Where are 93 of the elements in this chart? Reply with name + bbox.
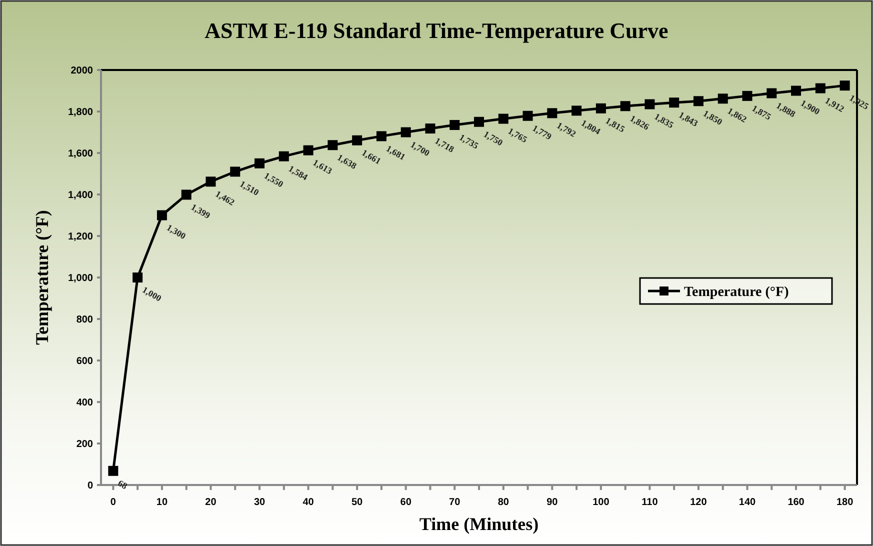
point — [572, 106, 582, 116]
x-tick-label: 0 — [110, 497, 116, 508]
point — [547, 108, 558, 118]
data-label: 1,584 — [286, 163, 310, 182]
point — [156, 210, 167, 220]
data-label: 1,700 — [408, 139, 432, 158]
point — [376, 131, 386, 142]
y-tick-label: 800 — [76, 314, 94, 326]
x-tick-label: 90 — [546, 497, 558, 508]
data-label: 1,843 — [677, 110, 700, 129]
x-tick-label: 80 — [498, 497, 510, 508]
point — [230, 166, 240, 177]
data-label: 1,661 — [360, 147, 384, 166]
point — [742, 90, 752, 101]
legend-label: Temperature (°F) — [684, 285, 790, 300]
point — [108, 466, 118, 476]
data-label: 1,399 — [189, 202, 212, 221]
x-tick-label: 40 — [302, 497, 314, 508]
data-label: 1,804 — [580, 118, 603, 137]
point — [328, 140, 338, 150]
data-label: 68 — [116, 478, 130, 492]
data-label: 1,925 — [848, 92, 871, 112]
x-tick-label: 180 — [836, 497, 854, 508]
point — [766, 88, 777, 98]
data-label: 1,875 — [750, 103, 774, 122]
x-tick-label: 70 — [449, 497, 461, 508]
x-tick-label: 120 — [690, 497, 708, 508]
y-tick-label: 0 — [87, 480, 94, 492]
point — [840, 80, 850, 91]
point — [620, 101, 630, 112]
data-label: 1,000 — [140, 284, 164, 304]
data-label: 1,826 — [628, 113, 652, 132]
y-tick-label: 1,600 — [68, 148, 94, 160]
data-label: 1,638 — [336, 152, 359, 172]
data-label: 1,462 — [214, 188, 237, 208]
y-tick-label: 600 — [76, 356, 94, 367]
y-tick-label: 2000 — [70, 66, 94, 76]
y-tick-label: 1,200 — [68, 232, 94, 242]
data-label: 1,613 — [311, 157, 334, 176]
point — [522, 110, 533, 121]
data-label: 1,750 — [482, 128, 505, 148]
data-label: 1,835 — [652, 111, 676, 130]
data-label: 1,888 — [774, 100, 798, 120]
data-label: 1,862 — [726, 106, 749, 125]
point — [450, 120, 460, 130]
point — [815, 83, 826, 94]
x-tick-label: 10 — [156, 497, 168, 508]
data-label: 1,850 — [701, 108, 724, 128]
x-tick-label: 110 — [642, 497, 658, 508]
data-label: 1,681 — [384, 143, 408, 162]
point — [669, 98, 680, 108]
point — [352, 135, 362, 146]
data-label: 1,765 — [506, 126, 530, 145]
data-label: 1,815 — [604, 115, 627, 134]
point — [596, 103, 606, 114]
point — [693, 96, 704, 106]
point — [303, 145, 314, 156]
y-tick-label: 200 — [76, 439, 94, 450]
y-tick-label: 400 — [76, 398, 94, 408]
point — [791, 86, 802, 96]
data-label: 1,510 — [238, 178, 262, 198]
point — [206, 176, 216, 187]
point — [278, 151, 289, 162]
point — [400, 127, 411, 138]
x-tick-label: 30 — [254, 497, 266, 508]
point — [474, 116, 484, 127]
point — [425, 124, 436, 134]
data-label: 1,550 — [262, 170, 286, 190]
y-tick-label: 1,000 — [68, 273, 94, 284]
y-tick-label: 1,400 — [68, 190, 94, 201]
data-label: 1,900 — [799, 98, 822, 117]
x-tick-label: 140 — [738, 497, 756, 508]
point — [181, 190, 192, 200]
data-label: 1,718 — [433, 136, 456, 155]
y-tick-label: 1,800 — [68, 107, 94, 118]
x-tick-label: 160 — [788, 497, 805, 508]
x-tick-label: 50 — [352, 497, 364, 508]
point — [132, 272, 143, 282]
chart-title: ASTM E-119 Standard Time-Temperature Curve — [204, 18, 669, 43]
x-tick-label: 60 — [400, 497, 412, 508]
data-label: 1,300 — [164, 222, 188, 242]
point — [254, 158, 265, 168]
data-label: 1,912 — [823, 95, 846, 114]
y-axis-title: Temperature (°F) — [32, 210, 52, 345]
point — [498, 114, 508, 124]
data-label: 1,792 — [555, 120, 578, 140]
point — [718, 94, 728, 104]
x-axis-title: Time (Minutes) — [419, 514, 539, 534]
x-tick-label: 100 — [592, 497, 610, 508]
x-tick-label: 20 — [205, 497, 217, 508]
data-label: 1,735 — [458, 132, 481, 152]
data-label: 1,779 — [530, 122, 554, 142]
point — [644, 99, 655, 110]
